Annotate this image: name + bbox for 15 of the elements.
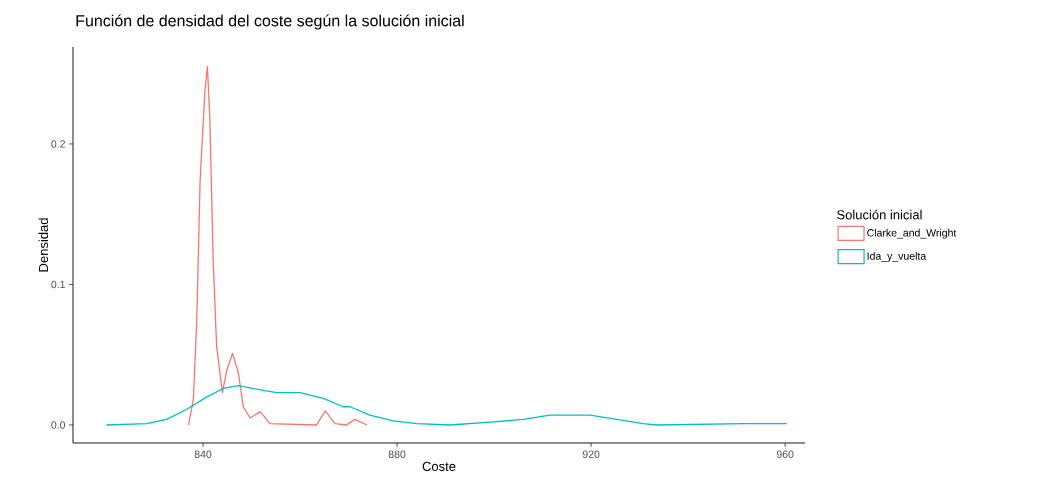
x-tick-label: 840 xyxy=(194,450,212,458)
line-series xyxy=(187,66,368,426)
y-axis-title: Densidad xyxy=(38,218,49,272)
legend-label: Clarke_and_Wright xyxy=(867,228,957,239)
y-tick-label: 0.1 xyxy=(51,280,65,289)
y-tick-label: 0.2 xyxy=(51,140,65,148)
x-tick-label: 920 xyxy=(582,450,600,458)
legend-label: Ida_y_vuelta xyxy=(867,252,927,262)
x-axis-title: Coste xyxy=(422,461,456,471)
line-series xyxy=(105,385,788,426)
x-tick-label: 960 xyxy=(776,450,794,458)
chart-title: Función de densidad del coste según la solución inicial xyxy=(76,14,464,30)
y-tick-label: 0.0 xyxy=(51,421,66,429)
legend-title: Solución inicial xyxy=(837,209,922,220)
x-tick-label: 880 xyxy=(388,450,406,458)
